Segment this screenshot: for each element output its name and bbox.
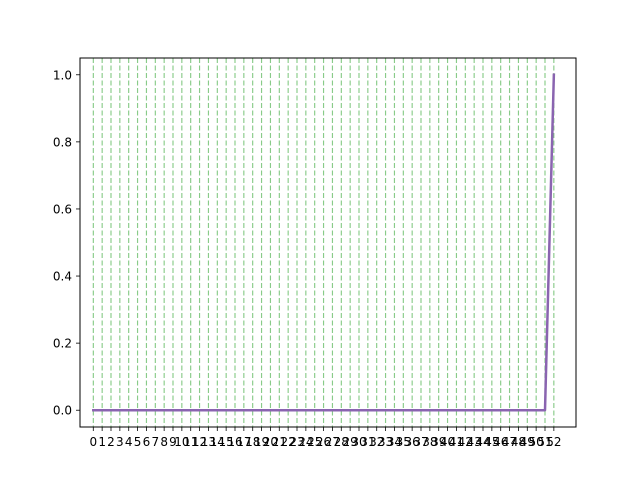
x-tick-label: 44	[475, 435, 490, 449]
x-tick-label: 22	[281, 435, 296, 449]
x-tick-label: 49	[520, 435, 535, 449]
x-tick-label: 51	[537, 435, 552, 449]
x-tick-label: 20	[263, 435, 278, 449]
x-tick-label: 27	[325, 435, 340, 449]
x-tick-label: 29	[343, 435, 358, 449]
x-tick-label: 31	[360, 435, 375, 449]
x-tick-label: 37	[413, 435, 428, 449]
x-tick-label: 41	[449, 435, 464, 449]
x-tick-label: 30	[351, 435, 366, 449]
x-tick-label: 12	[192, 435, 207, 449]
x-tick-label: 7	[151, 435, 159, 449]
x-tick-label: 18	[245, 435, 260, 449]
x-tick-label: 26	[316, 435, 331, 449]
x-tick-label: 5	[134, 435, 142, 449]
plot-frame	[79, 57, 577, 428]
x-tick-label: 19	[254, 435, 269, 449]
y-axis: 0.0 0.2 0.4 0.6 0.8 1.0	[53, 68, 80, 418]
x-tick-label: 17	[236, 435, 251, 449]
x-tick-label: 16	[227, 435, 242, 449]
x-tick-label: 45	[484, 435, 499, 449]
x-tick-label: 43	[467, 435, 482, 449]
x-tick-label: 40	[440, 435, 455, 449]
x-tick-label: 48	[511, 435, 526, 449]
x-tick-label: 8	[160, 435, 168, 449]
x-axis: 0 1 2 3 4 5 6 7 8 9101112131415161718192021222324…	[89, 427, 561, 449]
x-tick-label: 28	[334, 435, 349, 449]
y-tick-label: 0.0	[53, 404, 72, 418]
y-tick-label: 0.2	[53, 337, 72, 351]
x-tick-label: 24	[298, 435, 313, 449]
x-tick-label: 36	[405, 435, 420, 449]
x-tick-label: 3	[116, 435, 124, 449]
x-tick-label: 42	[458, 435, 473, 449]
series-line	[92, 73, 556, 412]
x-tick-label: 50	[529, 435, 544, 449]
y-tick-label: 1.0	[53, 68, 72, 82]
x-tick-label: 9	[169, 435, 177, 449]
x-tick-label: 6	[143, 435, 151, 449]
x-tick-label: 4	[125, 435, 133, 449]
x-tick-label: 32	[369, 435, 384, 449]
x-tick-label: 38	[422, 435, 437, 449]
x-tick-label: 0	[89, 435, 97, 449]
x-tick-label: 34	[387, 435, 402, 449]
x-tick-label: 46	[493, 435, 508, 449]
x-tick-label: 1	[98, 435, 106, 449]
x-tick-label: 21	[272, 435, 287, 449]
y-tick-label: 0.4	[53, 270, 72, 284]
x-tick-label: 10	[174, 435, 189, 449]
x-tick-label: 33	[378, 435, 393, 449]
x-tick-label: 13	[201, 435, 216, 449]
y-tick-label: 0.6	[53, 202, 72, 216]
series-layer	[92, 73, 556, 412]
x-tick-label: 15	[219, 435, 234, 449]
x-tick-label: 23	[289, 435, 304, 449]
x-tick-label: 35	[396, 435, 411, 449]
x-tick-label: 14	[210, 435, 225, 449]
x-tick-label: 11	[183, 435, 198, 449]
vertical-guides	[92, 58, 555, 427]
x-tick-label: 47	[502, 435, 517, 449]
x-tick-label: 25	[307, 435, 322, 449]
y-tick-label: 0.8	[53, 135, 72, 149]
x-tick-label: 39	[431, 435, 446, 449]
x-tick-label: 2	[107, 435, 115, 449]
x-tick-label: 52	[546, 435, 561, 449]
